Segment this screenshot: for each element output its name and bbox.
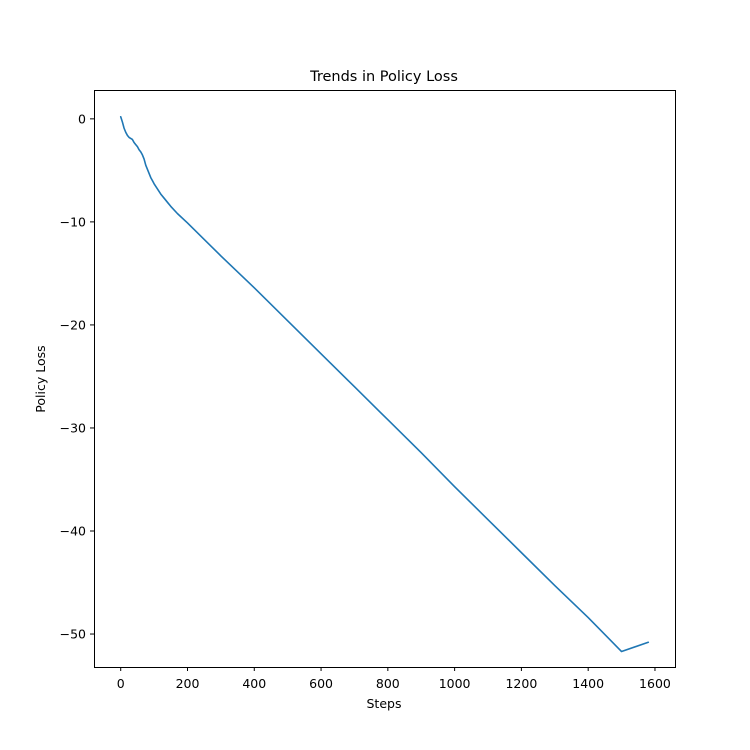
- x-tick-label: 800: [376, 676, 400, 691]
- series-line: [119, 115, 650, 653]
- x-tick-label: 600: [309, 676, 333, 691]
- x-tick-label: 1600: [639, 676, 671, 691]
- x-tick-label: 200: [176, 676, 200, 691]
- y-tick-label: −10: [60, 214, 86, 229]
- x-tick-label: 1400: [572, 676, 604, 691]
- y-tick-label: −50: [60, 627, 86, 642]
- x-tick-label: 400: [242, 676, 266, 691]
- y-tick-label: −20: [60, 317, 86, 332]
- x-tick-label: 1200: [505, 676, 537, 691]
- y-axis: 0 −10 −20 −30 −40 −50: [60, 111, 94, 642]
- plot-frame: [94, 90, 676, 668]
- chart-title: Trends in Policy Loss: [309, 69, 458, 85]
- x-axis-label: Steps: [367, 696, 402, 711]
- y-tick-label: 0: [78, 111, 86, 126]
- x-tick-label: 0: [117, 676, 125, 691]
- x-tick-label: 1000: [439, 676, 471, 691]
- y-tick-label: −30: [60, 420, 86, 435]
- y-axis-label: Policy Loss: [33, 345, 48, 412]
- x-axis: 0 200 400 600 800 1000 1200 1400 1600: [117, 667, 671, 691]
- y-tick-label: −40: [60, 523, 86, 538]
